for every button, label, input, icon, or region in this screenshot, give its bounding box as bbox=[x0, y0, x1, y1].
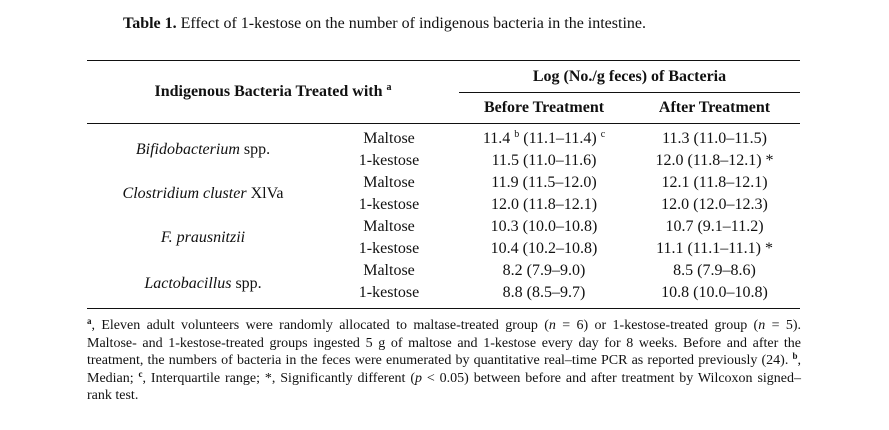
footnote-p-symbol: p bbox=[414, 370, 422, 386]
after-cell: 12.1 (11.8–12.1) bbox=[661, 174, 768, 191]
header-footnote-a: a bbox=[386, 82, 392, 93]
footnote-n-symbol: n bbox=[758, 318, 766, 333]
treatment-cell: Maltose bbox=[363, 130, 415, 147]
after-cell: 8.5 (7.9–8.6) bbox=[673, 262, 756, 279]
before-cell: 11.4 b (11.1–11.4) c bbox=[459, 124, 629, 151]
after-cell: 11.3 (11.0–11.5) bbox=[662, 130, 767, 147]
treatment-cell: 1-kestose bbox=[358, 152, 420, 169]
after-cell: 11.1 (11.1–11.1) * bbox=[656, 240, 773, 257]
after-cell: 10.8 (10.0–10.8) bbox=[629, 282, 800, 309]
treatment-cell: 1-kestose bbox=[358, 240, 420, 257]
footnote-b-marker: b bbox=[792, 351, 798, 361]
treatment-cell: Maltose bbox=[363, 262, 415, 279]
header-after: After Treatment bbox=[629, 92, 800, 124]
table-row: 1-kestose 12.0 (11.8–12.1) 12.0 (12.0–12… bbox=[87, 194, 800, 216]
table-row: Clostridium cluster XlVa Maltose 11.9 (1… bbox=[87, 172, 800, 202]
header-group: Log (No./g feces) of Bacteria bbox=[459, 60, 800, 93]
treatment-cell: Maltose bbox=[363, 218, 415, 235]
treatment-cell: Maltose bbox=[363, 174, 415, 191]
table-row: Lactobacillus spp. Maltose 8.2 (7.9–9.0)… bbox=[87, 260, 800, 309]
footnote-text-1: , Eleven adult volunteers were randomly … bbox=[91, 318, 549, 333]
footnote-text-6: < 0.05) between before and after treatme… bbox=[87, 370, 801, 404]
header-before: Before Treatment bbox=[459, 92, 629, 124]
header-bacteria: Indigenous Bacteria Treated with a bbox=[87, 60, 459, 124]
bacteria-name: Bifidobacterium bbox=[135, 141, 240, 158]
treatment-cell: 1-kestose bbox=[358, 196, 420, 213]
bacteria-cell: Lactobacillus spp. bbox=[87, 260, 319, 309]
after-cell: 10.7 (9.1–11.2) bbox=[665, 218, 764, 235]
before-cell: 11.5 (11.0–11.6) bbox=[491, 152, 597, 169]
treatment-cell: 1-kestose bbox=[319, 282, 459, 309]
footnote-c-marker: c bbox=[600, 129, 606, 140]
after-cell: 12.0 (12.0–12.3) bbox=[661, 196, 768, 213]
bacteria-suffix: spp. bbox=[231, 275, 262, 292]
bacteria-name: F. prausnitzii bbox=[160, 229, 246, 246]
table-row: Bifidobacterium spp. Maltose 11.4 b (11.… bbox=[87, 124, 800, 159]
footnote-text-5: , Interquartile range; *, Significantly … bbox=[142, 370, 415, 386]
table-row: 1-kestose 11.5 (11.0–11.6) 12.0 (11.8–12… bbox=[87, 150, 800, 172]
footnote-b-marker: b bbox=[514, 129, 520, 140]
table-caption-text: Effect of 1-kestose on the number of ind… bbox=[180, 15, 646, 32]
before-cell: 8.8 (8.5–9.7) bbox=[459, 282, 629, 309]
before-cell: 10.3 (10.0–10.8) bbox=[490, 218, 598, 235]
data-table: Indigenous Bacteria Treated with a Log (… bbox=[87, 60, 800, 309]
table-row: 1-kestose 10.4 (10.2–10.8) 11.1 (11.1–11… bbox=[87, 238, 800, 260]
after-cell: 12.0 (11.8–12.1) * bbox=[655, 152, 774, 169]
footnote-c-marker: c bbox=[138, 368, 143, 379]
before-cell: 11.9 (11.5–12.0) bbox=[491, 174, 597, 191]
bacteria-suffix: XlVa bbox=[246, 185, 284, 202]
bacteria-name: Clostridium cluster bbox=[122, 185, 247, 202]
footnote-text-2: = 6) or 1-kestose-treated group ( bbox=[555, 318, 759, 333]
table-caption: Table 1. Effect of 1-kestose on the numb… bbox=[123, 14, 843, 34]
footnote-text-4: , Median; bbox=[87, 353, 801, 386]
before-iqr: (11.1–11.4) bbox=[523, 130, 597, 147]
bacteria-name: Lactobacillus bbox=[144, 275, 232, 292]
table-row: F. prausnitzii Maltose 10.3 (10.0–10.8) … bbox=[87, 216, 800, 246]
bacteria-cell: F. prausnitzii bbox=[87, 216, 319, 260]
bacteria-cell: Clostridium cluster XlVa bbox=[87, 172, 319, 216]
before-cell: 10.4 (10.2–10.8) bbox=[490, 240, 598, 257]
before-cell: 8.2 (7.9–9.0) bbox=[502, 262, 586, 279]
table-footnote: a, Eleven adult volunteers were randomly… bbox=[87, 317, 801, 405]
table-label: Table 1. bbox=[123, 15, 177, 32]
before-median: 11.4 bbox=[482, 130, 511, 147]
footnote-a-marker: a bbox=[87, 316, 92, 326]
before-cell: 12.0 (11.8–12.1) bbox=[490, 196, 598, 213]
header-bacteria-label: Indigenous Bacteria Treated with bbox=[154, 83, 383, 100]
footnote-n-symbol: n bbox=[548, 318, 556, 333]
bacteria-suffix: spp. bbox=[239, 141, 271, 158]
footnote-text-3: = 5). Maltose- and 1-kestose-treated gro… bbox=[87, 318, 801, 368]
table-row: 1-kestose 8.8 (8.5–9.7) 10.8 (10.0–10.8) bbox=[87, 282, 800, 309]
bacteria-cell: Bifidobacterium spp. bbox=[87, 124, 319, 173]
